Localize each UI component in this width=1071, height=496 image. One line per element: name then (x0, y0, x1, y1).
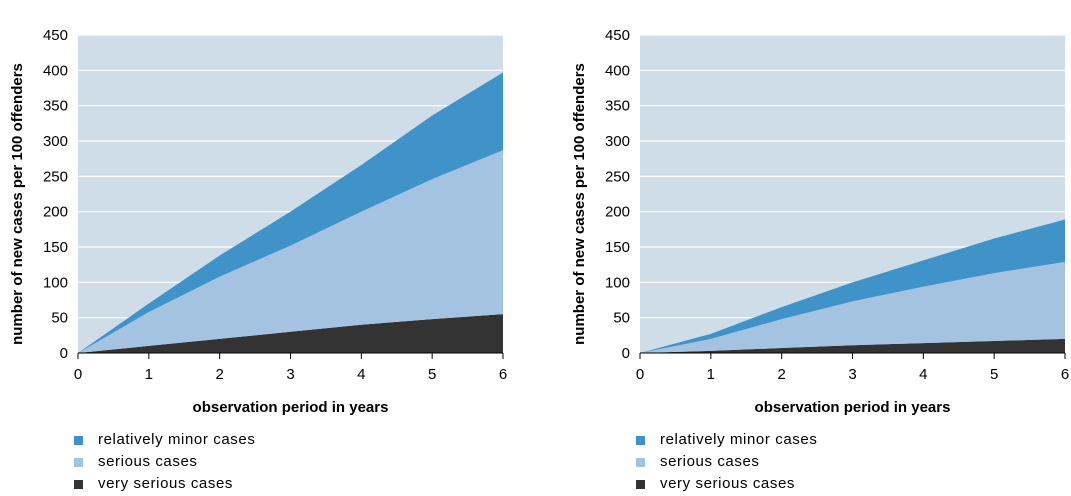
y-tick-label-350: 350 (43, 98, 68, 115)
legend-item-minor: relatively minor cases (74, 430, 255, 452)
legend-item-very-serious: very serious cases (636, 474, 817, 496)
x-tick-label-0: 0 (636, 366, 644, 383)
y-tick-label-150: 150 (43, 239, 68, 256)
x-axis-title: observation period in years (193, 399, 389, 416)
area-relatively-minor-cases (78, 72, 503, 353)
x-tick-label-6: 6 (1061, 366, 1069, 383)
chart-panel-left: 0 1 2 3 4 5 6 0 50 100 150 200 250 300 350 400 450 observ… (0, 0, 535, 494)
area-serious-cases (640, 261, 1065, 353)
legend-swatch-very-serious (636, 480, 645, 489)
y-tick-label-400: 400 (605, 62, 630, 79)
legend-label-very-serious: very serious cases (98, 475, 234, 492)
y-tick-label-250: 250 (43, 168, 68, 185)
y-tick-label-50: 50 (613, 310, 630, 327)
area-very-serious-cases (78, 314, 503, 353)
legend-label-very-serious: very serious cases (660, 475, 796, 492)
legend-swatch-minor (74, 436, 83, 445)
y-tick-label-250: 250 (605, 168, 630, 185)
x-tick-label-4: 4 (919, 366, 927, 383)
legend-item-serious: serious cases (636, 452, 817, 474)
y-tick-label-450: 450 (605, 27, 630, 44)
y-tick-label-350: 350 (605, 98, 630, 115)
y-tick-label-100: 100 (43, 274, 68, 291)
legend-left: relatively minor cases serious cases ver… (74, 430, 255, 496)
x-tick-label-3: 3 (848, 366, 856, 383)
chart-panel-right: 0 1 2 3 4 5 6 0 50 100 150 200 250 300 350 400 450 observ… (562, 0, 1071, 494)
legend-swatch-minor (636, 436, 645, 445)
area-relatively-minor-cases (640, 219, 1065, 353)
legend-item-minor: relatively minor cases (636, 430, 817, 452)
stacked-area-chart-left: 0 1 2 3 4 5 6 0 50 100 150 200 250 300 350 400 450 observ… (9, 27, 507, 416)
x-tick-label-1: 1 (145, 366, 153, 383)
y-axis-title: number of new cases per 100 offenders (9, 63, 26, 345)
y-tick-label-300: 300 (43, 133, 68, 150)
y-tick-label-0: 0 (622, 345, 630, 362)
legend-item-very-serious: very serious cases (74, 474, 255, 496)
x-tick-label-3: 3 (286, 366, 294, 383)
y-tick-label-0: 0 (60, 345, 68, 362)
legend-swatch-serious (74, 458, 83, 467)
area-serious-cases (78, 150, 503, 353)
legend-item-serious: serious cases (74, 452, 255, 474)
legend-label-serious: serious cases (98, 453, 198, 470)
y-tick-label-200: 200 (605, 204, 630, 221)
y-tick-label-300: 300 (605, 133, 630, 150)
x-tick-label-0: 0 (74, 366, 82, 383)
legend-swatch-very-serious (74, 480, 83, 489)
legend-label-minor: relatively minor cases (660, 431, 818, 448)
x-axis-title: observation period in years (755, 399, 951, 416)
x-tick-label-1: 1 (707, 366, 715, 383)
stacked-area-chart-right: 0 1 2 3 4 5 6 0 50 100 150 200 250 300 350 400 450 observ… (571, 27, 1069, 416)
y-tick-label-150: 150 (605, 239, 630, 256)
x-tick-label-2: 2 (777, 366, 785, 383)
x-tick-label-6: 6 (499, 366, 507, 383)
y-tick-label-450: 450 (43, 27, 68, 44)
y-tick-label-100: 100 (605, 274, 630, 291)
x-tick-label-4: 4 (357, 366, 365, 383)
x-tick-label-2: 2 (215, 366, 223, 383)
legend-label-minor: relatively minor cases (98, 431, 256, 448)
x-tick-label-5: 5 (428, 366, 436, 383)
y-tick-label-400: 400 (43, 62, 68, 79)
y-axis-title: number of new cases per 100 offenders (571, 63, 588, 345)
legend-right: relatively minor cases serious cases ver… (636, 430, 817, 496)
legend-label-serious: serious cases (660, 453, 760, 470)
x-tick-label-5: 5 (990, 366, 998, 383)
y-tick-label-200: 200 (43, 204, 68, 221)
legend-swatch-serious (636, 458, 645, 467)
y-tick-label-50: 50 (51, 310, 68, 327)
